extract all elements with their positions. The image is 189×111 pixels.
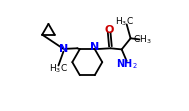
- Text: CH$_3$: CH$_3$: [133, 34, 152, 46]
- Text: H$_3$C: H$_3$C: [115, 16, 134, 28]
- Text: O: O: [104, 25, 114, 35]
- Text: NH$_2$: NH$_2$: [116, 57, 138, 71]
- Text: N: N: [59, 44, 68, 54]
- Text: N: N: [90, 42, 99, 52]
- Text: H$_3$C: H$_3$C: [49, 63, 68, 75]
